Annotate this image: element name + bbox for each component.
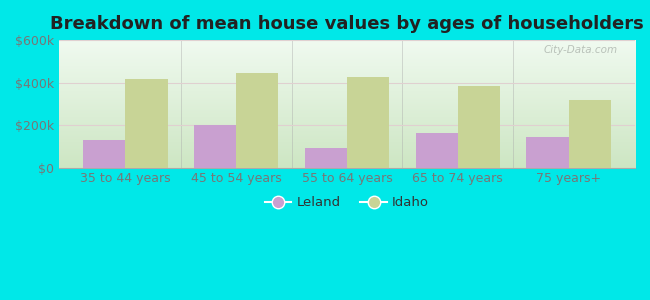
Bar [526,137,569,168]
Legend: Leland, Idaho: Leland, Idaho [259,191,434,214]
Bar [458,86,500,168]
Bar [415,133,458,168]
Bar [194,125,236,168]
Bar [305,148,347,168]
Text: City-Data.com: City-Data.com [543,45,618,55]
Bar [83,140,125,168]
Bar [569,100,610,168]
Bar [347,77,389,168]
Bar [236,73,278,168]
Bar [125,80,168,168]
Title: Breakdown of mean house values by ages of householders: Breakdown of mean house values by ages o… [50,15,644,33]
